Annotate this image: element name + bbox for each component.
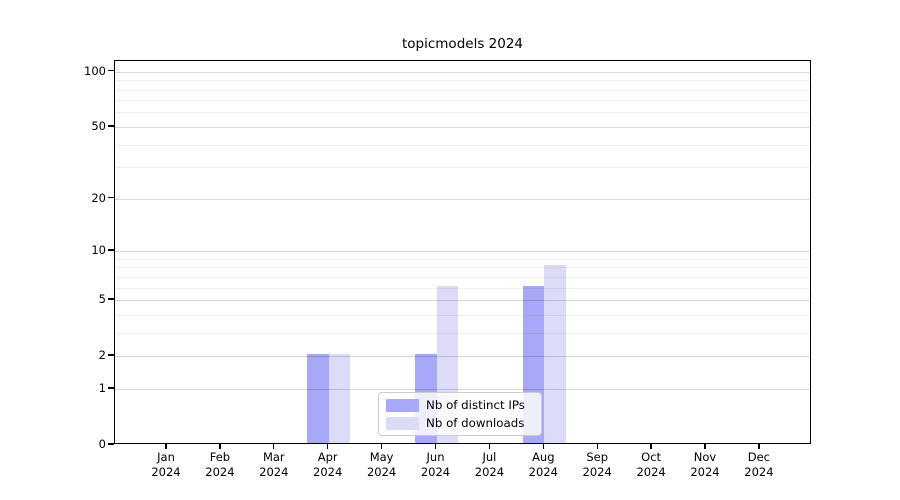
gridline-y-1	[115, 388, 810, 390]
x-tick-month: Mar	[262, 450, 285, 464]
x-tick-apr	[327, 444, 329, 449]
x-tick-year: 2024	[636, 465, 666, 479]
gridline-minor-y-7	[115, 276, 810, 278]
x-tick-label-jul: Jul 2024	[457, 450, 521, 480]
x-tick-month: Nov	[693, 450, 717, 464]
y-tick-label-100: 100	[84, 63, 106, 78]
x-tick-dec	[758, 444, 760, 449]
x-tick-feb	[219, 444, 221, 449]
x-tick-label-dec: Dec 2024	[727, 450, 791, 480]
chart-title: topicmodels 2024	[401, 36, 523, 52]
x-tick-month: Jan	[157, 450, 175, 464]
gridline-minor-y-40	[115, 144, 810, 146]
x-tick-label-oct: Oct 2024	[619, 450, 683, 480]
x-tick-jan	[165, 444, 167, 449]
x-tick-month: May	[369, 450, 394, 464]
gridline-y-2	[115, 356, 810, 358]
gridline-minor-y-4	[115, 314, 810, 316]
x-tick-jun	[434, 444, 437, 449]
x-tick-month: Jun	[426, 450, 445, 464]
x-tick-year: 2024	[366, 465, 397, 479]
x-tick-label-sep: Sep 2024	[565, 450, 629, 480]
x-tick-jul	[488, 444, 491, 449]
y-tick-0	[108, 443, 114, 445]
gridline-minor-y-8	[115, 267, 810, 269]
x-tick-label-jan: Jan 2024	[134, 450, 198, 480]
x-tick-year: 2024	[474, 465, 505, 479]
y-tick-label-50: 50	[91, 118, 106, 133]
gridline-minor-y-30	[115, 167, 810, 169]
x-tick-mar	[273, 444, 275, 449]
gridline-minor-y-70	[115, 100, 810, 102]
x-tick-label-mar: Mar 2024	[242, 450, 306, 480]
x-tick-year: 2024	[313, 465, 343, 479]
x-tick-label-feb: Feb 2024	[188, 450, 252, 480]
gridline-minor-y-6	[115, 287, 810, 289]
bar-distinct-ips-apr	[307, 354, 329, 443]
x-tick-month: Dec	[747, 450, 771, 464]
y-tick-10	[108, 249, 114, 251]
legend-item-distinct-ips: Nb of distinct IPs	[386, 398, 533, 412]
y-tick-100	[108, 69, 114, 72]
x-tick-label-jun: Jun 2024	[404, 450, 468, 480]
x-tick-year: 2024	[528, 465, 558, 479]
gridline-minor-y-3	[115, 332, 810, 334]
gridline-y-100	[115, 71, 810, 73]
legend: Nb of distinct IPs Nb of downloads	[378, 392, 542, 436]
gridline-y-5	[115, 300, 810, 301]
x-tick-aug	[542, 444, 544, 449]
x-tick-year: 2024	[420, 465, 451, 479]
x-tick-year: 2024	[582, 465, 612, 479]
x-tick-label-apr: Apr 2024	[296, 450, 360, 480]
x-tick-nov	[704, 444, 706, 449]
y-tick-1	[108, 387, 114, 389]
bar-downloads-apr	[328, 354, 351, 443]
x-tick-may	[380, 444, 383, 449]
y-tick-label-0: 0	[98, 437, 106, 451]
gridline-y-50	[115, 126, 810, 128]
x-tick-year: 2024	[259, 465, 289, 479]
x-tick-month: Jul	[482, 450, 497, 464]
x-tick-month: Sep	[586, 450, 609, 464]
legend-swatch-distinct-ips	[386, 398, 419, 412]
bar-downloads-aug	[544, 265, 566, 443]
x-tick-year: 2024	[151, 465, 181, 479]
legend-label: Nb of downloads	[426, 416, 525, 430]
y-tick-label-5: 5	[98, 292, 106, 306]
gridline-minor-y-80	[115, 89, 810, 91]
x-tick-label-aug: Aug 2024	[511, 450, 575, 480]
x-tick-month: Apr	[317, 450, 338, 464]
x-tick-year: 2024	[744, 465, 774, 479]
y-tick-label-20: 20	[91, 190, 106, 205]
legend-item-downloads: Nb of downloads	[386, 416, 533, 430]
gridline-y-10	[115, 251, 810, 252]
y-tick-label-2: 2	[98, 348, 106, 363]
x-tick-sep	[596, 444, 598, 449]
y-tick-label-1: 1	[98, 380, 106, 395]
y-tick-5	[108, 298, 114, 300]
gridline-minor-y-60	[115, 112, 810, 114]
x-tick-oct	[650, 444, 652, 449]
y-tick-20	[108, 197, 114, 199]
y-tick-2	[108, 354, 114, 356]
x-tick-label-nov: Nov 2024	[673, 450, 737, 480]
y-tick-50	[108, 125, 114, 127]
legend-swatch-downloads	[386, 416, 419, 430]
gridline-minor-y-9	[115, 258, 810, 260]
y-tick-label-10: 10	[91, 243, 106, 257]
x-tick-month: Oct	[641, 450, 662, 464]
gridline-y-20	[115, 198, 810, 200]
legend-label: Nb of distinct IPs	[426, 398, 525, 412]
x-tick-year: 2024	[205, 465, 235, 479]
x-tick-year: 2024	[690, 465, 720, 479]
x-tick-label-may: May 2024	[350, 450, 414, 480]
gridline-minor-y-90	[115, 80, 810, 82]
plot-area	[114, 60, 811, 444]
x-tick-month: Feb	[209, 450, 231, 464]
x-tick-month: Aug	[532, 450, 555, 464]
